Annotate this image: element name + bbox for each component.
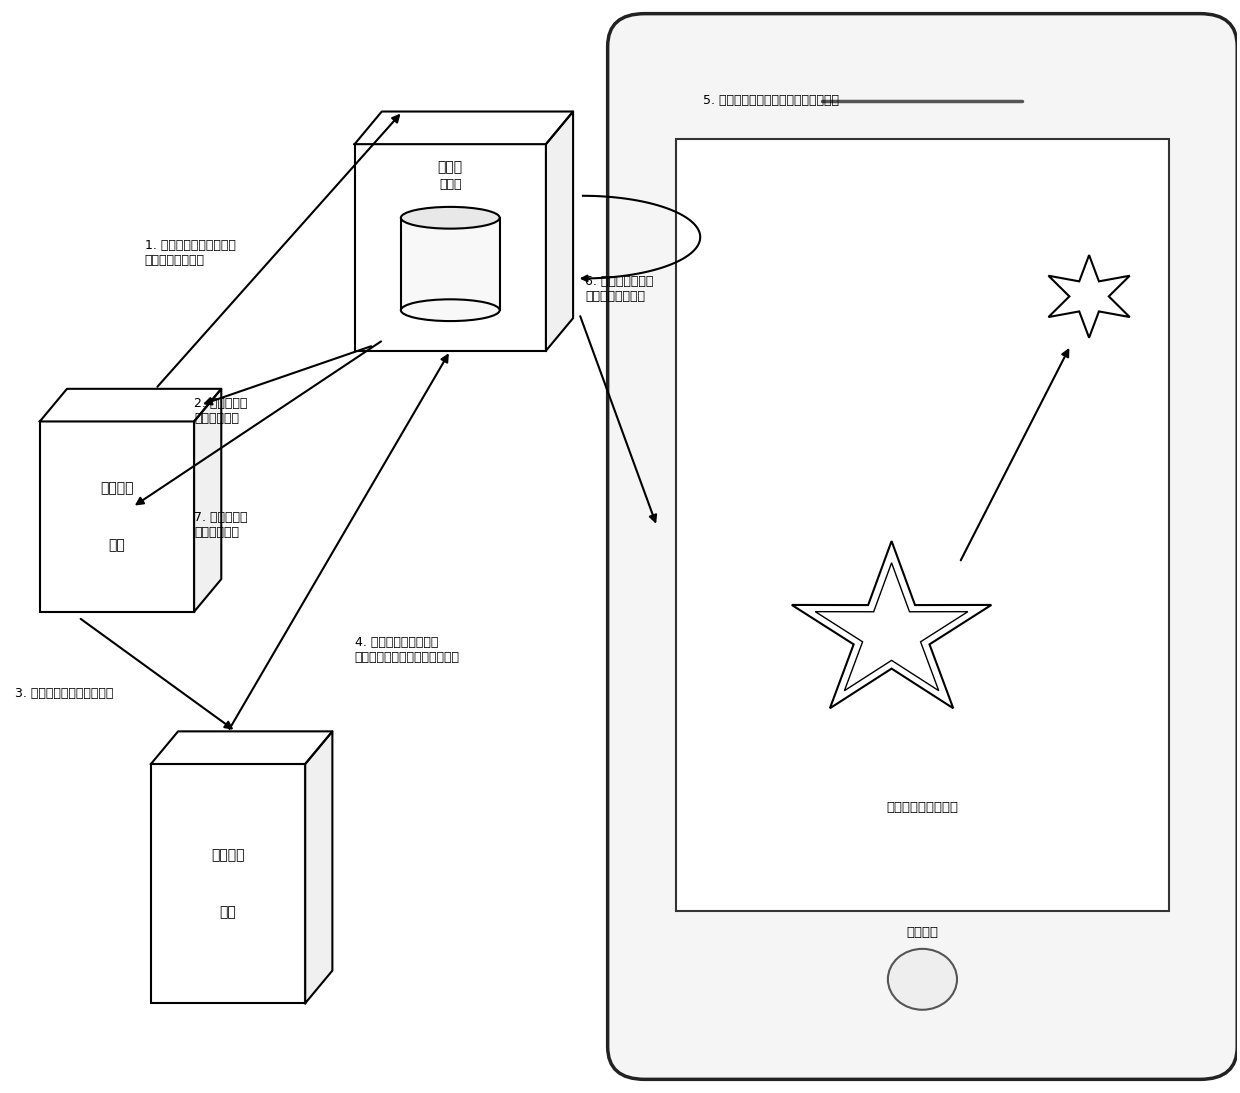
Ellipse shape: [401, 299, 500, 321]
Polygon shape: [815, 563, 968, 691]
Bar: [355, 144, 546, 351]
Text: 服务商: 服务商: [438, 161, 463, 175]
Polygon shape: [355, 111, 573, 144]
Text: 移动终端: 移动终端: [211, 848, 244, 862]
Polygon shape: [151, 731, 332, 764]
Text: 移动终端: 移动终端: [100, 481, 134, 495]
Ellipse shape: [401, 207, 500, 228]
Text: 数据库: 数据库: [439, 177, 461, 190]
Bar: [40, 422, 195, 612]
Text: 移动终端: 移动终端: [906, 926, 939, 939]
Text: 2. 请求即时更
换图标被批准: 2. 请求即时更 换图标被批准: [195, 397, 248, 424]
Polygon shape: [1049, 255, 1130, 338]
Polygon shape: [195, 389, 221, 612]
FancyBboxPatch shape: [608, 13, 1238, 1080]
Text: 7. 通知用户新
图标更换成功: 7. 通知用户新 图标更换成功: [195, 510, 248, 539]
Text: 用户: 用户: [109, 538, 125, 552]
Text: 用新图标更换旧图标: 用新图标更换旧图标: [887, 801, 959, 814]
Polygon shape: [40, 389, 221, 422]
Text: 内存: 内存: [219, 905, 237, 919]
Text: 3. 获取存储在手机里的新图: 3. 获取存储在手机里的新图: [15, 686, 114, 700]
FancyBboxPatch shape: [676, 139, 1169, 910]
Polygon shape: [792, 541, 991, 708]
Text: 5. 服务机用新图标更换数据库里的图标: 5. 服务机用新图标更换数据库里的图标: [703, 94, 838, 107]
Text: 4. 上传新图标至服务机
上传时系统调整到标准图标尺寸: 4. 上传新图标至服务机 上传时系统调整到标准图标尺寸: [355, 636, 460, 663]
Polygon shape: [305, 731, 332, 1003]
Polygon shape: [546, 111, 573, 351]
Text: 1. 用户请求即时更换图标
（包括身分验证）: 1. 用户请求即时更换图标 （包括身分验证）: [145, 239, 236, 267]
Text: 6. 服务机用新图标
更换所有用户需求: 6. 服务机用新图标 更换所有用户需求: [585, 274, 653, 303]
Circle shape: [888, 949, 957, 1010]
Bar: [151, 764, 305, 1003]
Polygon shape: [401, 218, 500, 310]
